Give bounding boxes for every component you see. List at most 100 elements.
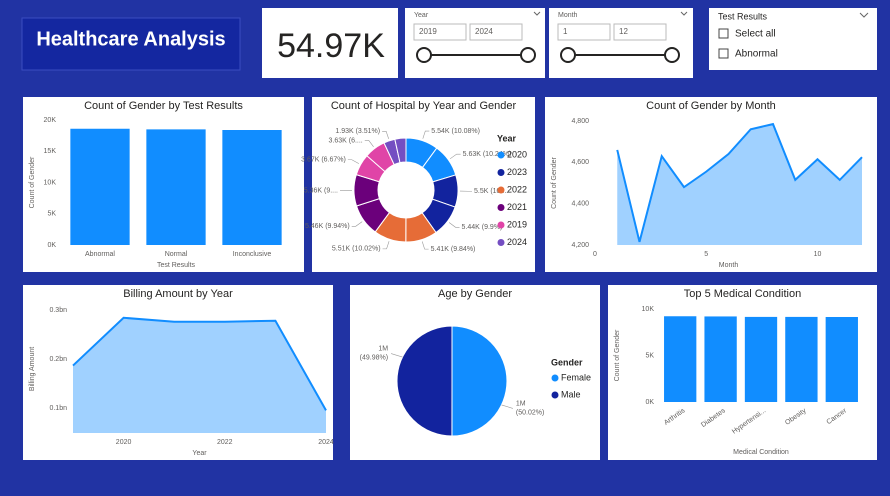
chart-panel: [23, 285, 333, 460]
x-tick-label: Abnormal: [85, 251, 115, 258]
slicer-from: 2019: [419, 27, 437, 36]
x-axis-label: Medical Condition: [733, 449, 789, 456]
data-label: 5.44K (9.9%): [462, 224, 503, 231]
legend-swatch: [551, 391, 559, 399]
x-tick-label: 0: [593, 251, 597, 258]
year-slicer[interactable]: [405, 8, 545, 78]
y-tick-label: 5K: [47, 211, 56, 218]
test-results-slicer[interactable]: [709, 8, 877, 70]
slicer-title: Year: [414, 12, 429, 19]
data-label: 3.67K (6.67%): [301, 157, 346, 164]
kpi-value: 54.97K: [277, 27, 385, 65]
pie-slice: [396, 325, 453, 437]
legend-title: Year: [497, 133, 517, 143]
leader-line: [421, 241, 429, 250]
y-tick-label: 4,200: [571, 242, 589, 249]
data-label: 5.5K (10....: [474, 188, 508, 195]
input-box[interactable]: [557, 23, 611, 41]
amount-label: 1M: [378, 345, 388, 352]
legend-label: Male: [561, 389, 581, 399]
leader-line: [382, 241, 390, 250]
legend-label: 2023: [507, 167, 527, 177]
bar: [70, 128, 130, 245]
area: [617, 124, 862, 245]
chart-title: Billing Amount by Year: [123, 288, 233, 300]
leader-line: [449, 153, 461, 160]
chevron: [680, 11, 688, 16]
checkbox[interactable]: [718, 28, 729, 39]
y-tick-label: 0.3bn: [49, 307, 67, 314]
x-axis-label: Month: [719, 262, 739, 269]
legend-label: 2024: [507, 237, 527, 247]
x-axis-label: Test Results: [157, 262, 196, 269]
leader-line: [501, 404, 514, 409]
y-tick-label: 0.1bn: [49, 405, 67, 412]
legend-swatch: [497, 186, 505, 194]
legend-swatch: [497, 221, 505, 229]
data-label: 1.93K (3.51%): [335, 128, 380, 135]
checkbox[interactable]: [718, 48, 729, 59]
x-tick-label: 2024: [318, 439, 334, 446]
y-tick-label: 0.2bn: [49, 356, 67, 363]
leader-line: [382, 130, 389, 139]
input-box[interactable]: [413, 23, 467, 41]
legend-label: 2022: [507, 184, 527, 194]
x-tick-label: 2022: [217, 439, 233, 446]
slider-handle[interactable]: [520, 47, 536, 63]
chart-panel: [545, 97, 877, 272]
dashboard-title: Healthcare Analysis: [36, 28, 225, 50]
slicer-to: 12: [619, 27, 628, 36]
x-tick-label: Inconclusive: [233, 251, 272, 258]
chart-title: Count of Gender by Month: [646, 100, 776, 112]
y-tick-label: 0K: [47, 242, 56, 249]
chart-title: Top 5 Medical Condition: [684, 288, 801, 300]
data-label: 5.46K (9.94%): [305, 223, 350, 230]
leader-line: [364, 140, 374, 147]
legend-label: Female: [561, 372, 591, 382]
legend-swatch: [497, 169, 505, 176]
leader-line: [391, 353, 403, 358]
input-box[interactable]: [469, 23, 523, 41]
slicer-title: Month: [558, 12, 578, 19]
y-tick-label: 10K: [642, 306, 655, 313]
data-label: 5.41K (9.84%): [431, 246, 476, 253]
x-tick-label: 2020: [116, 439, 132, 446]
option[interactable]: Abnormal: [735, 49, 778, 60]
slider-handle[interactable]: [560, 47, 576, 63]
legend-label: 2019: [507, 219, 527, 229]
line: [72, 316, 327, 411]
month-slicer[interactable]: [549, 8, 693, 78]
x-tick-label: 10: [814, 251, 822, 258]
data-label: 3.63K (6....: [329, 137, 363, 144]
bar: [664, 316, 697, 402]
data-label: 5.36K (9....: [304, 187, 338, 194]
legend-swatch: [497, 239, 505, 246]
area: [73, 317, 326, 433]
legend-title: Gender: [551, 357, 583, 367]
title-box: [21, 17, 241, 71]
chart-title: Count of Hospital by Year and Gender: [331, 100, 517, 112]
y-tick-label: 0K: [645, 399, 654, 406]
y-tick-label: 20K: [44, 117, 57, 124]
legend-swatch: [551, 374, 559, 382]
y-tick-label: 4,800: [571, 118, 589, 125]
x-tick-label: Normal: [165, 251, 188, 258]
bar: [785, 316, 818, 402]
option[interactable]: Select all: [735, 29, 776, 40]
y-tick-label: 5K: [645, 352, 654, 359]
legend-swatch: [497, 204, 505, 211]
data-label: 5.63K (10.24%): [463, 151, 512, 158]
input-box[interactable]: [613, 23, 667, 41]
bar: [146, 129, 206, 245]
y-axis-label: Count of Gender: [614, 329, 621, 381]
bar: [704, 316, 737, 402]
slider-handle[interactable]: [664, 47, 680, 63]
slider-handle[interactable]: [416, 47, 432, 63]
chevron: [859, 12, 869, 18]
y-tick-label: 15K: [44, 148, 57, 155]
amount-label: 1M: [516, 400, 526, 407]
data-label: (49.98%): [360, 354, 388, 361]
legend-swatch: [497, 151, 505, 159]
slicer-from: 1: [563, 27, 568, 36]
